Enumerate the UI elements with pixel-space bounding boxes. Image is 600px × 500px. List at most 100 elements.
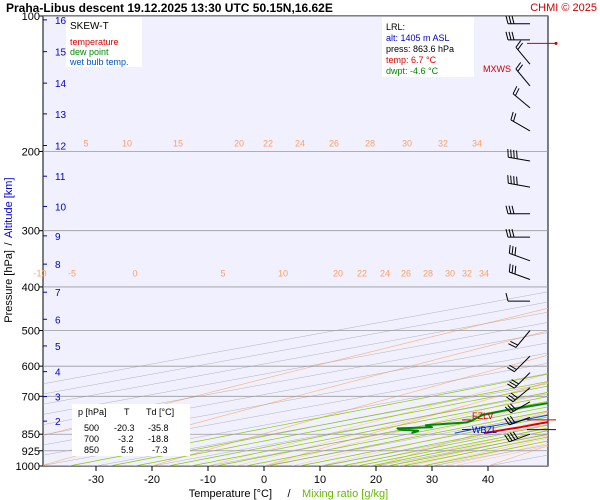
wind-barb-flag bbox=[507, 366, 515, 373]
legend-title: SKEW-T bbox=[70, 21, 109, 32]
wind-barb-flag bbox=[514, 247, 517, 256]
moist-adiabat-line bbox=[291, 401, 548, 466]
wind-barb-flag bbox=[511, 205, 515, 214]
altitude-tick-label: 16 bbox=[55, 16, 67, 27]
wbzl-label: WBZL bbox=[472, 425, 497, 435]
levels-row-t: 5.9 bbox=[121, 445, 134, 455]
wind-barb-staff bbox=[510, 401, 531, 414]
dry-adiabat-label: 34 bbox=[472, 139, 482, 149]
altitude-tick-label: 13 bbox=[55, 110, 67, 121]
wind-barb-flag bbox=[507, 416, 513, 425]
levels-row-p: 700 bbox=[84, 434, 99, 444]
moist-adiabat-label: 26 bbox=[401, 269, 411, 279]
altitude-tick-label: 7 bbox=[55, 288, 61, 299]
wind-barb bbox=[504, 415, 531, 426]
moist-adiabat-label: 34 bbox=[479, 269, 489, 279]
wind-barb-flag bbox=[510, 175, 512, 184]
lrl-press: press: 863.6 hPa bbox=[386, 44, 454, 54]
moist-adiabat-label: 24 bbox=[380, 269, 390, 279]
mixing-ratio-line bbox=[133, 385, 548, 466]
moist-adiabat-line bbox=[319, 410, 548, 466]
altitude-tick-label: 11 bbox=[55, 172, 66, 183]
dry-adiabat-label: 5 bbox=[83, 139, 88, 149]
wind-barb bbox=[515, 40, 531, 65]
x-tick-label: -20 bbox=[144, 474, 160, 486]
wind-barb-staff bbox=[515, 68, 531, 87]
wind-barb-flag bbox=[507, 383, 515, 389]
wind-barb bbox=[505, 205, 530, 215]
dry-adiabat-label: 10 bbox=[122, 139, 132, 149]
moist-adiabat-label: 22 bbox=[357, 269, 367, 279]
grid-layer bbox=[43, 16, 548, 466]
wind-barb-staff bbox=[514, 355, 531, 373]
dry-adiabat-label: 30 bbox=[402, 139, 412, 149]
wind-barb-flag bbox=[510, 340, 519, 346]
levels-row-t: -20.3 bbox=[114, 423, 135, 433]
mixing-ratio-line bbox=[400, 436, 548, 466]
isotherm-line bbox=[43, 311, 548, 405]
altitude-tick-label: 2 bbox=[55, 417, 61, 428]
wind-barb bbox=[508, 263, 531, 280]
wind-barb-flag bbox=[505, 228, 509, 238]
wind-barb-flag bbox=[508, 228, 512, 238]
series-layer bbox=[396, 402, 548, 435]
mixing-ratio-line bbox=[339, 424, 548, 466]
pressure-tick-label: 300 bbox=[22, 226, 40, 238]
isotherm-line bbox=[43, 322, 548, 415]
moist-adiabat-label: 20 bbox=[333, 269, 343, 279]
moist-adiabat-line bbox=[235, 382, 548, 466]
moist-adiabat-line bbox=[409, 435, 548, 466]
wind-barb-staff bbox=[508, 182, 531, 188]
wind-barb bbox=[505, 31, 530, 41]
altitude-tick-label: 14 bbox=[55, 79, 67, 90]
y-axis-title-separator: / bbox=[3, 242, 15, 246]
wind-barb-flag bbox=[514, 88, 520, 96]
wind-barb-flag bbox=[507, 148, 509, 158]
wind-barb-flag bbox=[510, 111, 514, 121]
wind-barb-flag bbox=[513, 176, 515, 185]
altitude-tick-label: 12 bbox=[55, 142, 67, 153]
legend-dew-point: dew point bbox=[70, 47, 109, 57]
wind-barb-staff bbox=[515, 330, 531, 348]
dry-adiabat-label: 20 bbox=[234, 139, 244, 149]
levels-row-td: -35.8 bbox=[148, 423, 169, 433]
levels-head-td: Td [°C] bbox=[146, 407, 174, 417]
levels-table-box bbox=[72, 404, 190, 456]
wind-barb-flag bbox=[508, 263, 511, 273]
wind-barb bbox=[504, 401, 531, 414]
x-tick-label: 30 bbox=[426, 474, 438, 486]
mixing-ratio-line bbox=[368, 430, 548, 466]
wind-barb-flag bbox=[504, 406, 512, 414]
wind-barb bbox=[510, 111, 531, 132]
wind-barb-flag bbox=[514, 265, 517, 275]
wind-barb-staff bbox=[512, 93, 531, 109]
dry-adiabat-label: 15 bbox=[173, 139, 183, 149]
wind-barb-flag bbox=[517, 42, 524, 50]
wind-barb bbox=[507, 148, 531, 162]
altitude-tick-label: 8 bbox=[55, 260, 61, 271]
wind-barb bbox=[505, 15, 530, 25]
levels-row-p: 500 bbox=[84, 423, 99, 433]
x-tick-label: 20 bbox=[370, 474, 382, 486]
wind-barb-flag bbox=[508, 394, 516, 401]
x-axis-title-mixing-ratio: Mixing ratio [g/kg] bbox=[302, 488, 388, 500]
dry-adiabat-line bbox=[150, 354, 548, 466]
y-axis-title: Pressure [hPa] / Altitude [km] bbox=[3, 177, 15, 322]
mixing-ratio-line bbox=[321, 421, 548, 466]
wind-barb-flag bbox=[508, 31, 512, 41]
levels-head-t: T bbox=[124, 407, 130, 417]
pressure-tick-label: 100 bbox=[22, 11, 40, 23]
wind-barb bbox=[505, 228, 530, 238]
mixing-ratio-line bbox=[385, 433, 548, 466]
pressure-tick-label: 700 bbox=[22, 391, 40, 403]
altitude-tick-label: 5 bbox=[55, 342, 61, 353]
y-axis-title-altitude: Altitude [km] bbox=[3, 177, 15, 238]
lrl-box bbox=[382, 17, 474, 77]
wind-barb-flag bbox=[506, 396, 514, 403]
isotherm-line bbox=[43, 352, 548, 446]
x-tick-label: 10 bbox=[314, 474, 326, 486]
wind-barb-staff bbox=[515, 46, 531, 65]
pressure-tick-label: 500 bbox=[22, 326, 40, 338]
fzlv-label: FZLV bbox=[472, 411, 493, 421]
